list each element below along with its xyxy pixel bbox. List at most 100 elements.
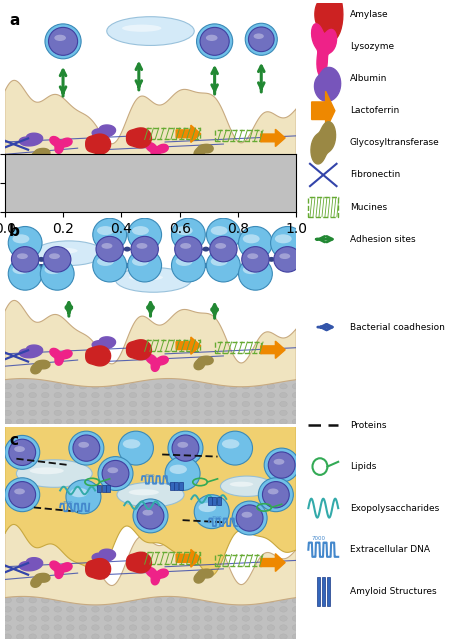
Circle shape: [129, 384, 137, 389]
Circle shape: [142, 384, 149, 389]
Ellipse shape: [243, 234, 260, 243]
Circle shape: [267, 616, 274, 621]
Ellipse shape: [238, 257, 273, 290]
Ellipse shape: [201, 32, 219, 42]
Circle shape: [66, 196, 74, 202]
Ellipse shape: [96, 236, 123, 262]
Ellipse shape: [78, 442, 89, 447]
Circle shape: [204, 187, 212, 193]
Circle shape: [192, 410, 200, 415]
Polygon shape: [314, 67, 341, 101]
Circle shape: [54, 392, 62, 398]
Ellipse shape: [48, 28, 78, 55]
Circle shape: [142, 616, 149, 621]
Circle shape: [292, 634, 300, 639]
Circle shape: [179, 401, 187, 406]
Circle shape: [91, 384, 99, 389]
Bar: [5, 157, 296, 212]
Polygon shape: [31, 360, 50, 374]
Circle shape: [154, 419, 162, 424]
Circle shape: [292, 205, 300, 211]
Circle shape: [202, 263, 210, 268]
Ellipse shape: [258, 478, 293, 512]
Circle shape: [192, 169, 200, 175]
Circle shape: [41, 419, 49, 424]
Circle shape: [167, 392, 174, 398]
Text: 7000: 7000: [63, 501, 73, 505]
Circle shape: [204, 410, 212, 415]
Ellipse shape: [73, 439, 91, 449]
Ellipse shape: [107, 17, 194, 46]
Circle shape: [192, 625, 200, 630]
Text: Bacterial coadhesion: Bacterial coadhesion: [350, 322, 445, 332]
Ellipse shape: [172, 435, 199, 461]
Circle shape: [179, 187, 187, 193]
Circle shape: [142, 392, 149, 398]
Circle shape: [142, 410, 149, 415]
Circle shape: [117, 178, 124, 184]
Circle shape: [217, 598, 225, 603]
Circle shape: [255, 196, 262, 202]
Bar: [208, 498, 212, 505]
Text: Exopolysaccharides: Exopolysaccharides: [350, 503, 439, 513]
Circle shape: [129, 607, 137, 612]
Circle shape: [255, 205, 262, 211]
Circle shape: [229, 598, 237, 603]
Ellipse shape: [98, 456, 133, 490]
Circle shape: [192, 161, 200, 166]
Circle shape: [129, 392, 137, 398]
Circle shape: [117, 607, 124, 612]
Circle shape: [22, 256, 28, 261]
Text: 7000: 7000: [145, 474, 155, 478]
Ellipse shape: [232, 501, 267, 535]
Circle shape: [41, 607, 49, 612]
Ellipse shape: [132, 257, 149, 266]
Circle shape: [17, 187, 24, 193]
Circle shape: [91, 419, 99, 424]
Circle shape: [104, 616, 112, 621]
Bar: [215, 555, 261, 566]
Circle shape: [192, 419, 200, 424]
Circle shape: [167, 384, 174, 389]
Circle shape: [204, 161, 212, 166]
Circle shape: [66, 187, 74, 193]
Ellipse shape: [173, 439, 190, 449]
Circle shape: [192, 598, 200, 603]
Circle shape: [242, 187, 250, 193]
Circle shape: [17, 625, 24, 630]
Circle shape: [192, 401, 200, 406]
Circle shape: [292, 419, 300, 424]
Circle shape: [217, 392, 225, 398]
Circle shape: [129, 410, 137, 415]
Circle shape: [217, 625, 225, 630]
Circle shape: [229, 392, 237, 398]
Circle shape: [41, 205, 49, 211]
Ellipse shape: [93, 218, 127, 251]
Circle shape: [167, 161, 174, 166]
Polygon shape: [127, 552, 152, 573]
Ellipse shape: [9, 439, 36, 465]
Circle shape: [204, 178, 212, 184]
Circle shape: [242, 410, 250, 415]
Circle shape: [217, 205, 225, 211]
Ellipse shape: [210, 236, 237, 262]
Ellipse shape: [132, 226, 149, 235]
Circle shape: [124, 247, 131, 252]
Circle shape: [204, 401, 212, 406]
Circle shape: [91, 205, 99, 211]
Circle shape: [79, 161, 87, 166]
Circle shape: [29, 205, 36, 211]
Polygon shape: [19, 133, 43, 146]
Circle shape: [280, 616, 287, 621]
Circle shape: [167, 616, 174, 621]
Circle shape: [29, 178, 36, 184]
Circle shape: [217, 196, 225, 202]
Circle shape: [54, 616, 62, 621]
Ellipse shape: [5, 478, 40, 512]
Ellipse shape: [175, 236, 202, 262]
Circle shape: [217, 410, 225, 415]
Circle shape: [66, 410, 74, 415]
Circle shape: [79, 178, 87, 184]
Polygon shape: [312, 91, 335, 130]
Circle shape: [154, 169, 162, 175]
